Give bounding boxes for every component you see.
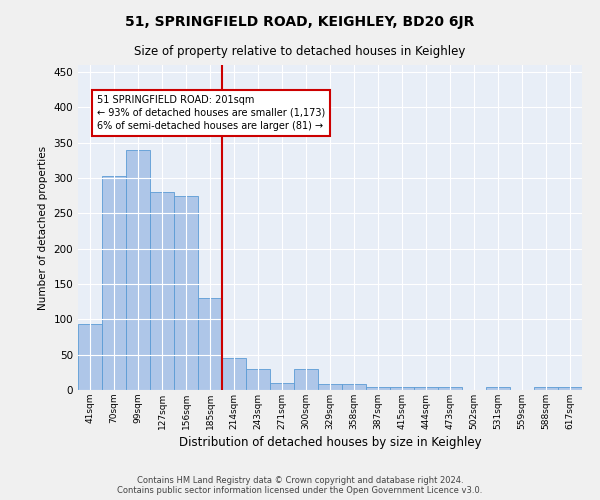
Bar bbox=[366, 387, 390, 390]
Bar bbox=[486, 387, 510, 390]
Bar bbox=[198, 298, 222, 390]
Bar bbox=[126, 150, 150, 390]
Bar bbox=[438, 387, 462, 390]
Bar bbox=[534, 387, 558, 390]
Bar bbox=[294, 369, 318, 390]
Bar bbox=[102, 176, 126, 390]
Bar bbox=[174, 196, 198, 390]
Text: 51, SPRINGFIELD ROAD, KEIGHLEY, BD20 6JR: 51, SPRINGFIELD ROAD, KEIGHLEY, BD20 6JR bbox=[125, 15, 475, 29]
Bar bbox=[270, 383, 294, 390]
Bar bbox=[246, 369, 270, 390]
Bar bbox=[318, 384, 342, 390]
Bar bbox=[150, 192, 174, 390]
X-axis label: Distribution of detached houses by size in Keighley: Distribution of detached houses by size … bbox=[179, 436, 481, 449]
Text: Contains HM Land Registry data © Crown copyright and database right 2024.
Contai: Contains HM Land Registry data © Crown c… bbox=[118, 476, 482, 495]
Bar bbox=[558, 387, 582, 390]
Text: Size of property relative to detached houses in Keighley: Size of property relative to detached ho… bbox=[134, 45, 466, 58]
Bar bbox=[222, 358, 246, 390]
Bar bbox=[390, 387, 414, 390]
Bar bbox=[78, 324, 102, 390]
Bar bbox=[414, 387, 438, 390]
Bar bbox=[342, 384, 366, 390]
Y-axis label: Number of detached properties: Number of detached properties bbox=[38, 146, 48, 310]
Text: 51 SPRINGFIELD ROAD: 201sqm
← 93% of detached houses are smaller (1,173)
6% of s: 51 SPRINGFIELD ROAD: 201sqm ← 93% of det… bbox=[97, 94, 325, 131]
